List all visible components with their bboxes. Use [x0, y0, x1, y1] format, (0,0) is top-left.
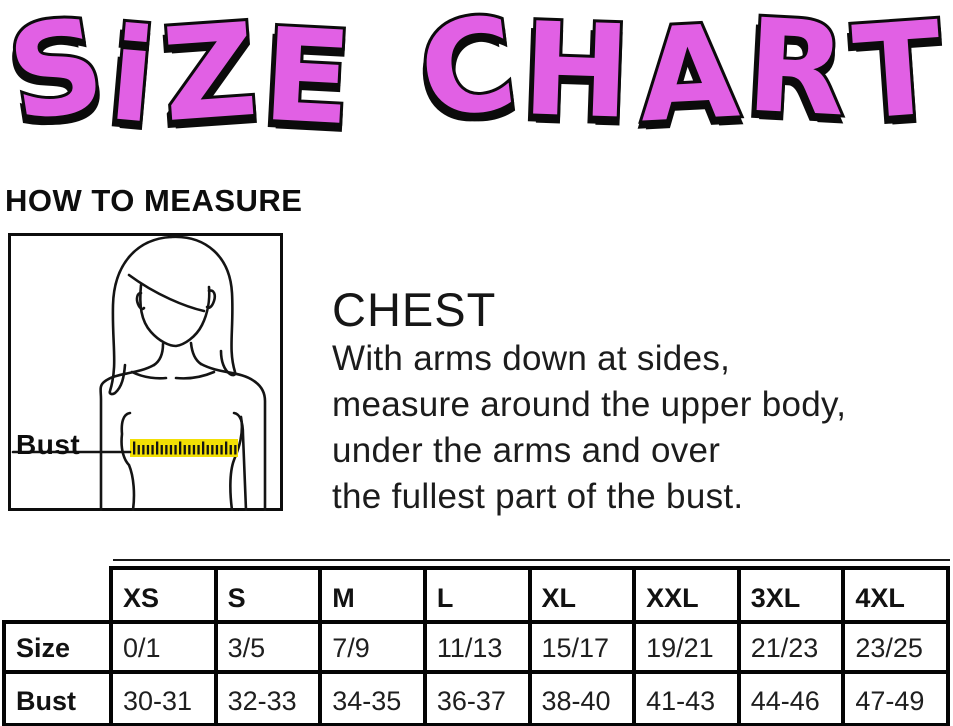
- left-shoulder-arm-line: [99, 363, 156, 511]
- chest-heading: CHEST: [332, 283, 497, 336]
- table-row-bust: Bust 30-31 32-33 34-35 36-37 38-40 41-43…: [2, 670, 950, 726]
- left-ear: [135, 291, 146, 311]
- left-collarbone-line: [130, 370, 168, 380]
- size-value-xs: 0/1: [109, 620, 218, 674]
- right-ear: [205, 289, 217, 310]
- column-header-xl: XL: [527, 566, 637, 624]
- right-collarbone-line: [174, 370, 216, 380]
- size-value-s: 3/5: [213, 620, 323, 674]
- face-outline: [139, 283, 211, 348]
- chest-line-4: the fullest part of the bust.: [332, 476, 744, 516]
- left-torso-line: [120, 411, 136, 511]
- bust-value-xl: 38-40: [527, 670, 637, 726]
- column-header-4xl: 4XL: [841, 566, 950, 624]
- chest-instructions: CHEST With arms down at sides, measure a…: [332, 284, 947, 520]
- size-value-4xl: 23/25: [841, 620, 950, 674]
- hair-fringe-line: [127, 273, 206, 313]
- size-value-l: 11/13: [422, 620, 532, 674]
- size-value-xxl: 19/21: [632, 620, 741, 674]
- row-label-size: Size: [2, 620, 113, 674]
- measuring-tape-ticks: [133, 441, 237, 455]
- size-value-xl: 15/17: [527, 620, 637, 674]
- table-row-size: Size 0/1 3/5 7/9 11/13 15/17 19/21 21/23…: [2, 620, 950, 674]
- bust-value-s: 32-33: [213, 670, 323, 726]
- table-corner-cell: [4, 568, 111, 622]
- neck-right-line: [189, 341, 203, 366]
- bust-value-4xl: 47-49: [841, 670, 950, 726]
- bust-value-l: 36-37: [422, 670, 532, 726]
- measurement-diagram: Bust: [8, 233, 283, 511]
- body-figure-illustration: [11, 235, 267, 511]
- table-top-rule: [113, 559, 950, 561]
- bust-value-xs: 30-31: [109, 670, 218, 726]
- chest-line-2: measure around the upper body,: [332, 384, 847, 424]
- column-header-s: S: [213, 566, 323, 624]
- chest-line-3: under the arms and over: [332, 430, 721, 470]
- column-header-xxl: XXL: [632, 566, 741, 624]
- right-torso-line: [229, 415, 244, 511]
- column-header-xs: XS: [109, 566, 218, 624]
- bust-value-m: 34-35: [318, 670, 427, 726]
- right-shoulder-arm-line: [199, 362, 267, 511]
- hair-left-line: [108, 235, 173, 396]
- table-header-row: XS S M L XL XXL 3XL 4XL: [4, 566, 950, 624]
- column-header-m: M: [318, 566, 427, 624]
- right-arm-inner-line: [232, 411, 248, 511]
- how-to-measure-heading: HOW TO MEASURE: [5, 183, 303, 218]
- size-value-3xl: 21/23: [736, 620, 846, 674]
- hair-right-line: [169, 235, 237, 377]
- bust-value-xxl: 41-43: [632, 670, 741, 726]
- row-label-bust: Bust: [2, 670, 113, 726]
- chest-line-1: With arms down at sides,: [332, 338, 731, 378]
- bust-value-3xl: 44-46: [736, 670, 846, 726]
- neck-left-line: [152, 342, 165, 367]
- column-header-3xl: 3XL: [736, 566, 846, 624]
- size-value-m: 7/9: [318, 620, 427, 674]
- column-header-l: L: [422, 566, 532, 624]
- bust-label: Bust: [16, 429, 81, 460]
- size-table: XS S M L XL XXL 3XL 4XL Size 0/1 3/5 7/9…: [2, 566, 950, 726]
